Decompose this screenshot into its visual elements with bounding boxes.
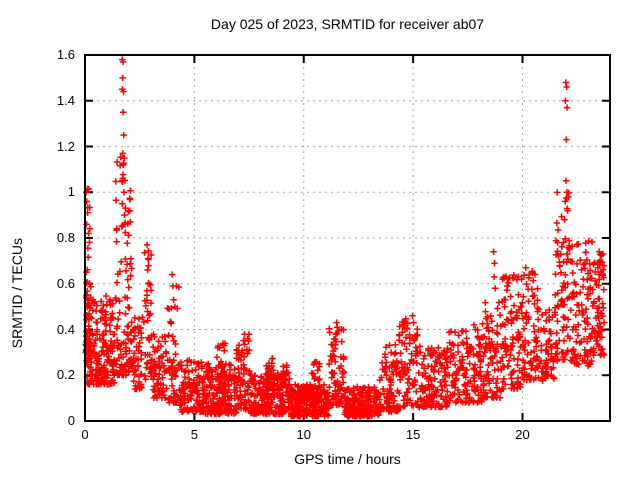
x-tick-label: 20 xyxy=(515,427,530,442)
y-tick-label: 1 xyxy=(67,184,75,200)
y-tick-label: 0.6 xyxy=(56,275,75,291)
plot-frame xyxy=(84,54,611,422)
x-tick-label: 5 xyxy=(190,427,198,442)
y-tick-label: 1.2 xyxy=(56,138,75,154)
y-tick-label: 0.2 xyxy=(56,367,75,383)
x-tick-label: 10 xyxy=(296,427,311,442)
grid-lines xyxy=(85,55,610,421)
y-tick-label: 0 xyxy=(67,413,75,428)
scatter-points xyxy=(82,56,608,420)
x-axis-title: GPS time / hours xyxy=(294,451,401,467)
y-tick-label: 1.4 xyxy=(56,92,75,108)
chart-title: Day 025 of 2023, SRMTID for receiver ab0… xyxy=(210,16,485,32)
y-tick-label: 1.6 xyxy=(56,47,75,62)
y-tick-label: 0.8 xyxy=(56,230,75,245)
x-tick-label: 0 xyxy=(81,427,89,442)
y-tick-label: 0.4 xyxy=(56,321,75,337)
x-tick-label: 15 xyxy=(405,427,421,442)
